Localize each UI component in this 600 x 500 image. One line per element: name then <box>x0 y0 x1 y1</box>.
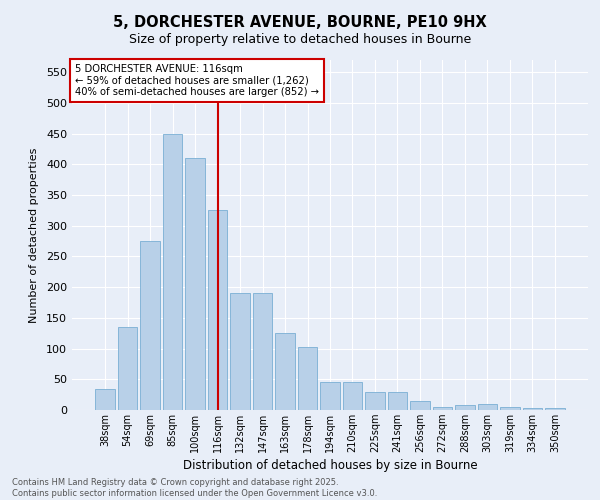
Bar <box>388 392 407 410</box>
Bar <box>230 294 250 410</box>
Text: Size of property relative to detached houses in Bourne: Size of property relative to detached ho… <box>129 32 471 46</box>
Bar <box>118 327 137 410</box>
Bar <box>478 404 497 410</box>
Text: 5, DORCHESTER AVENUE, BOURNE, PE10 9HX: 5, DORCHESTER AVENUE, BOURNE, PE10 9HX <box>113 15 487 30</box>
Bar <box>410 401 430 410</box>
Bar <box>275 333 295 410</box>
Bar <box>320 382 340 410</box>
Bar <box>95 388 115 410</box>
Bar <box>343 382 362 410</box>
Bar <box>500 407 520 410</box>
Bar <box>208 210 227 410</box>
Bar <box>455 405 475 410</box>
X-axis label: Distribution of detached houses by size in Bourne: Distribution of detached houses by size … <box>182 459 478 472</box>
Bar <box>140 241 160 410</box>
Bar <box>163 134 182 410</box>
Text: Contains HM Land Registry data © Crown copyright and database right 2025.
Contai: Contains HM Land Registry data © Crown c… <box>12 478 377 498</box>
Bar <box>545 408 565 410</box>
Bar <box>365 392 385 410</box>
Bar <box>433 407 452 410</box>
Bar <box>185 158 205 410</box>
Bar <box>298 347 317 410</box>
Bar <box>253 294 272 410</box>
Y-axis label: Number of detached properties: Number of detached properties <box>29 148 39 322</box>
Bar <box>523 408 542 410</box>
Text: 5 DORCHESTER AVENUE: 116sqm
← 59% of detached houses are smaller (1,262)
40% of : 5 DORCHESTER AVENUE: 116sqm ← 59% of det… <box>74 64 319 96</box>
